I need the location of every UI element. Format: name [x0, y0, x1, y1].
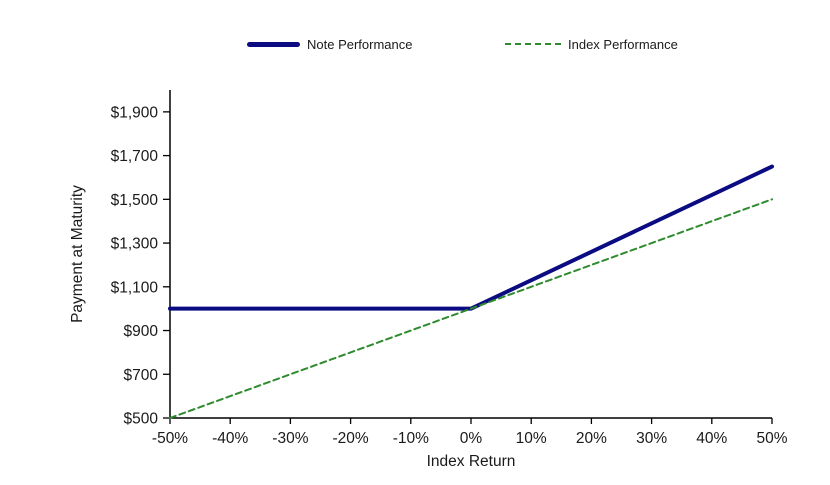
y-tick-label: $1,300	[111, 236, 159, 253]
y-tick-label: $500	[124, 411, 159, 428]
y-tick-label: $1,100	[111, 279, 159, 296]
note-performance-line-swatch	[247, 41, 300, 47]
x-tick-label: -10%	[393, 430, 429, 447]
y-axis-title: Payment at Maturity	[69, 185, 86, 323]
x-tick-label: 30%	[636, 430, 667, 447]
x-tick-label: 40%	[696, 430, 727, 447]
y-tick-label: $700	[124, 367, 159, 384]
note-performance-line	[168, 164, 774, 311]
x-tick-label: 50%	[756, 430, 787, 447]
x-tick-label: -40%	[212, 430, 248, 447]
y-tick-label: $1,700	[111, 148, 159, 165]
x-tick-label: -30%	[272, 430, 308, 447]
legend-item-index-performance: Index Performance	[505, 36, 678, 52]
x-tick-label: 10%	[516, 430, 547, 447]
index-performance-line-swatch	[505, 43, 561, 45]
x-tick-label: 20%	[576, 430, 607, 447]
x-tick-label: 0%	[460, 430, 483, 447]
x-axis-title: Index Return	[426, 453, 516, 470]
y-tick-label: $1,900	[111, 104, 159, 121]
x-tick-label: -50%	[152, 430, 188, 447]
axis-lines	[169, 90, 772, 419]
legend-item-note-performance: Note Performance	[247, 36, 413, 52]
index-performance-line	[169, 198, 773, 419]
y-tick-label: $1,500	[111, 192, 159, 209]
legend-label-index-performance: Index Performance	[568, 36, 678, 52]
y-tick-label: $900	[124, 323, 159, 340]
x-tick-label: -20%	[333, 430, 369, 447]
legend-label-note-performance: Note Performance	[307, 36, 413, 52]
